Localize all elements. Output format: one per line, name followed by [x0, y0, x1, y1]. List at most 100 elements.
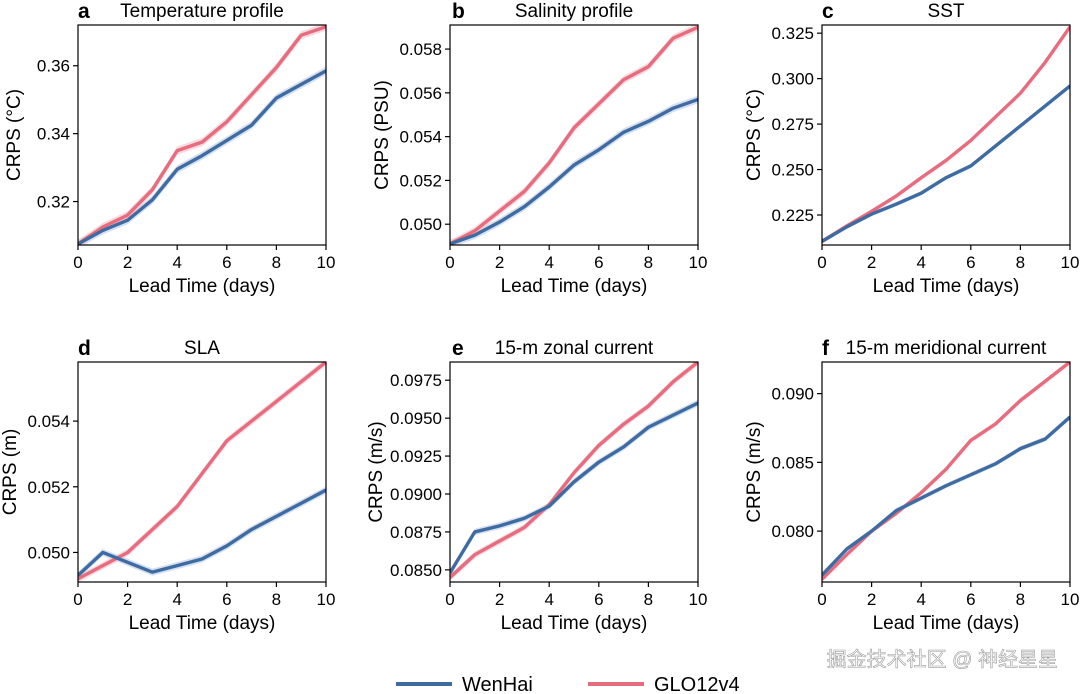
x-tick-label: 4	[544, 590, 553, 609]
axes-frame	[449, 24, 699, 246]
x-tick-label: 8	[272, 253, 281, 272]
y-axis-label: CRPS (PSU)	[372, 80, 393, 190]
series-line-wenhai	[822, 84, 1070, 243]
x-tick-label: 0	[445, 590, 454, 609]
panel-e: 0 2 4 6 8 10 0.0850 0.0875 0.0900 0.0925 0.0950 0.0…	[366, 337, 707, 634]
y-tick-label: 0.325	[771, 24, 814, 43]
x-tick-label: 2	[867, 590, 876, 609]
y-axis-label: CRPS (°C)	[744, 89, 765, 181]
y-axis-label: CRPS (°C)	[4, 89, 25, 181]
plot-area	[78, 362, 326, 582]
band-wenhai	[78, 486, 326, 580]
y-tick-label: 0.0900	[390, 485, 442, 504]
x-tick-label: 8	[644, 590, 653, 609]
y-tick-label: 0.054	[399, 128, 442, 147]
x-tick-label: 10	[317, 253, 336, 272]
x-axis-label: Lead Time (days)	[501, 276, 648, 297]
axes-frame	[449, 361, 699, 583]
y-tick-label: 0.080	[771, 522, 814, 541]
y-tick-label: 0.090	[771, 385, 814, 404]
band-glo12v4	[78, 25, 326, 245]
panel-letter: d	[78, 337, 91, 360]
x-tick-label: 6	[222, 253, 231, 272]
series-line-wenhai	[78, 488, 326, 577]
legend-glo12v4-label: GLO12v4	[654, 674, 740, 694]
x-axis-label: Lead Time (days)	[501, 613, 648, 634]
x-tick-label: 8	[272, 590, 281, 609]
x-axis-label: Lead Time (days)	[873, 613, 1020, 634]
legend-wenhai-label: WenHai	[462, 674, 533, 694]
panel-letter: b	[452, 0, 465, 23]
y-tick-label: 0.052	[27, 478, 70, 497]
x-tick-label: 2	[123, 253, 132, 272]
band-glo12v4	[450, 25, 698, 245]
panel-b: 0 2 4 6 8 10 0.050 0.052 0.054 0.056 0.058 Lead Tim…	[372, 0, 707, 297]
y-axis-label: CRPS (m/s)	[744, 421, 765, 522]
y-tick-label: 0.34	[37, 125, 70, 144]
y-tick-label: 0.052	[399, 171, 442, 190]
x-tick-label: 0	[817, 590, 826, 609]
y-tick-label: 0.0950	[390, 409, 442, 428]
y-tick-label: 0.0925	[390, 447, 442, 466]
y-tick-label: 0.36	[37, 57, 70, 76]
series-line-glo12v4	[450, 25, 698, 245]
axes-frame	[821, 361, 1071, 583]
x-tick-label: 2	[123, 590, 132, 609]
plot-area	[78, 25, 326, 245]
y-tick-label: 0.0850	[390, 561, 442, 580]
y-tick-label: 0.054	[27, 412, 70, 431]
y-tick-label: 0.0975	[390, 371, 442, 390]
x-tick-label: 4	[916, 253, 925, 272]
series-line-glo12v4	[78, 362, 326, 581]
y-tick-label: 0.085	[771, 453, 814, 472]
y-tick-label: 0.0875	[390, 523, 442, 542]
x-tick-label: 4	[172, 253, 181, 272]
x-tick-label: 10	[317, 590, 336, 609]
panel-d: 0 2 4 6 8 10 0.050 0.052 0.054 Lead Time (days) CR…	[0, 337, 335, 634]
panel-title: SST	[928, 1, 965, 22]
y-axis-label: CRPS (m/s)	[366, 421, 387, 522]
series-line-glo12v4	[450, 362, 698, 579]
band-wenhai	[450, 399, 698, 577]
y-axis-label: CRPS (m)	[0, 429, 21, 516]
series-line-wenhai	[822, 415, 1070, 577]
x-axis-label: Lead Time (days)	[129, 613, 276, 634]
y-tick-label: 0.050	[399, 215, 442, 234]
x-tick-label: 6	[966, 590, 975, 609]
panel-f: 0 2 4 6 8 10 0.080 0.085 0.090 Lead Time (days) CR…	[744, 337, 1079, 634]
x-tick-label: 8	[1016, 253, 1025, 272]
x-axis-label: Lead Time (days)	[129, 276, 276, 297]
panel-letter: e	[452, 337, 464, 360]
x-tick-label: 0	[73, 253, 82, 272]
x-tick-label: 0	[73, 590, 82, 609]
axes-frame	[77, 24, 327, 246]
series-line-wenhai	[450, 97, 698, 245]
x-tick-label: 4	[916, 590, 925, 609]
axes-frame	[77, 361, 327, 583]
plot-area	[822, 362, 1070, 582]
x-tick-label: 0	[817, 253, 826, 272]
x-tick-label: 4	[172, 590, 181, 609]
panel-letter: f	[822, 337, 830, 360]
x-tick-label: 6	[966, 253, 975, 272]
watermark: 掘金技术社区 @ 神经星星	[827, 648, 1058, 671]
legend: WenHai GLO12v4	[396, 674, 740, 694]
y-tick-label: 0.056	[399, 84, 442, 103]
x-tick-label: 8	[1016, 590, 1025, 609]
x-tick-label: 10	[689, 253, 708, 272]
series-line-glo12v4	[822, 25, 1070, 243]
x-tick-label: 10	[1061, 253, 1080, 272]
series-line-glo12v4	[822, 362, 1070, 581]
y-tick-label: 0.225	[771, 206, 814, 225]
plot-area	[450, 362, 698, 581]
x-tick-label: 6	[222, 590, 231, 609]
y-tick-label: 0.050	[27, 543, 70, 562]
x-tick-label: 2	[867, 253, 876, 272]
y-tick-label: 0.250	[771, 161, 814, 180]
plot-area	[822, 25, 1070, 244]
y-tick-label: 0.275	[771, 115, 814, 134]
x-tick-label: 4	[544, 253, 553, 272]
band-glo12v4	[822, 25, 1070, 244]
series-line-wenhai	[450, 401, 698, 574]
